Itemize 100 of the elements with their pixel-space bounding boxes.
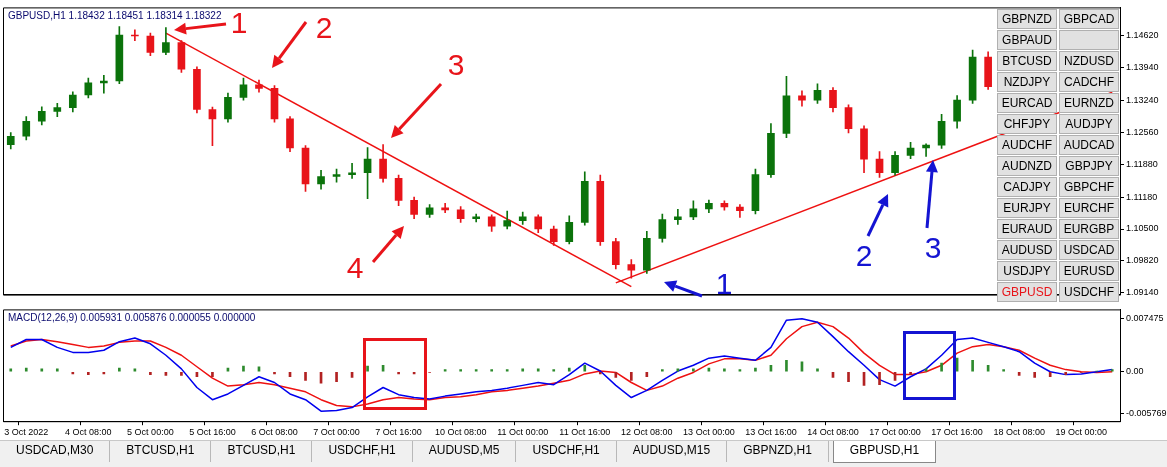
category-label: AUDNZD (997, 156, 1057, 176)
annotation: 2 (855, 239, 873, 272)
bar (149, 371, 152, 375)
x-tick-label: 4 Oct 08:00 (65, 427, 112, 438)
x-tick-label: 10 Oct 08:00 (434, 427, 487, 438)
bar (335, 371, 338, 383)
category-label: NZDJPY (997, 72, 1057, 92)
x-tick-label: 12 Oct 08:00 (621, 427, 673, 438)
x-tick-label: 18 Oct 08:00 (993, 427, 1045, 438)
category-label: EURNZD (1059, 93, 1119, 113)
x-tick-label: 13 Oct 16:00 (745, 427, 797, 438)
bar (723, 368, 726, 372)
bar (1064, 371, 1068, 375)
bar (366, 365, 369, 372)
category-label: AUDCAD (1059, 135, 1119, 155)
bar (940, 362, 943, 372)
bar (55, 368, 59, 372)
category-label: BTCUSD (997, 51, 1057, 71)
category-label: EURAUD (997, 219, 1057, 239)
bar (583, 364, 587, 372)
x-tick-label: 14 Oct 08:00 (807, 427, 859, 438)
chart-title: GBPUSD,H1 1.18432 1.18451 1.18314 1.18322 (8, 10, 222, 22)
candlestick (348, 163, 356, 179)
bar (505, 369, 509, 372)
bar (397, 371, 400, 375)
category-label: GBPUSD (997, 282, 1057, 302)
y-tick-label: 1.11180 (1126, 191, 1158, 202)
chart-title: MACD(12,26,9) 0.005931 0.005876 0.000055 0.000000 (8, 312, 256, 324)
category-label: GBPNZD (997, 9, 1057, 29)
y-tick-label: 1.11880 (1126, 158, 1158, 169)
category-label: USDCAD (1059, 240, 1119, 260)
category-label: CHFJPY (997, 114, 1057, 134)
bar (87, 371, 90, 375)
bar (878, 371, 881, 385)
y-tick-label: 0.007475 (1126, 312, 1164, 323)
annotation: 1 (230, 6, 248, 39)
category-label: AUDUSD (997, 240, 1057, 260)
category-label: GBPAUD (997, 30, 1057, 50)
bar (1110, 369, 1114, 372)
candlestick (472, 213, 480, 223)
x-tick-label: 19 Oct 00:00 (1055, 427, 1107, 438)
bar (738, 369, 742, 372)
y-tick-label: 0.00 (1126, 366, 1144, 377)
bar (273, 371, 276, 375)
bar (536, 368, 540, 372)
x-tick-label: 7 Oct 00:00 (313, 427, 360, 438)
bar (118, 367, 121, 372)
bar (211, 371, 214, 378)
bar (490, 369, 494, 372)
category-label: NZDUSD (1059, 51, 1119, 71)
bar (521, 368, 525, 372)
bar (24, 367, 28, 372)
annotation: 3 (924, 231, 942, 264)
bar (443, 369, 447, 372)
bar (909, 371, 912, 375)
x-tick-label: 5 Oct 16:00 (189, 427, 236, 438)
y-tick-label: 1.09140 (1126, 287, 1159, 298)
y-tick-label: -0.005769 (1126, 407, 1167, 418)
category-label: USDCHF (1059, 282, 1119, 302)
category-label: EURCAD (997, 93, 1057, 113)
annotation: 4 (346, 251, 364, 284)
bar (629, 371, 633, 381)
x-tick-label: 11 Oct 00:00 (497, 427, 549, 438)
annotation: 2 (315, 11, 333, 44)
y-tick-label: 1.10500 (1126, 223, 1159, 234)
x-tick-label: 3 Oct 2022 (4, 427, 49, 438)
x-tick-label: 17 Oct 00:00 (869, 427, 921, 438)
category-label: GBPCHF (1059, 177, 1119, 197)
bar (1033, 371, 1036, 378)
bar (971, 359, 974, 372)
bar (645, 371, 649, 378)
x-tick-label: 7 Oct 16:00 (375, 427, 422, 438)
bar (661, 369, 664, 372)
x-tick-label: 11 Oct 16:00 (559, 427, 611, 438)
category-label: CADJPY (997, 177, 1057, 197)
bar (40, 368, 44, 372)
category-label: BTCUSD,H1 (211, 441, 313, 462)
bar (474, 369, 478, 372)
category-label: GBPCAD (1059, 9, 1119, 29)
category-label: EURUSD (1059, 261, 1119, 281)
category-label: AUDUSD,M5 (412, 441, 517, 462)
category-label: AUDCHF (997, 135, 1057, 155)
annotation: 1 (715, 267, 733, 300)
category-label: EURJPY (997, 198, 1057, 218)
bar (567, 367, 571, 372)
y-tick-label: 1.13240 (1126, 95, 1159, 106)
category-label: GBPJPY (1059, 156, 1119, 176)
bar (847, 371, 850, 383)
x-tick-label: 5 Oct 00:00 (127, 427, 174, 438)
y-tick-label: 1.13940 (1126, 62, 1159, 73)
bar (1048, 371, 1052, 378)
bar (754, 367, 757, 372)
y-tick-label: 1.12560 (1126, 126, 1159, 137)
y-tick-label: 1.09820 (1126, 255, 1159, 266)
bar (71, 371, 75, 375)
bar (459, 369, 462, 372)
category-label: BTCUSD,H1 (110, 441, 212, 462)
bar (304, 371, 307, 381)
bar (598, 371, 602, 375)
category-label: USDCHF,H1 (516, 441, 617, 462)
